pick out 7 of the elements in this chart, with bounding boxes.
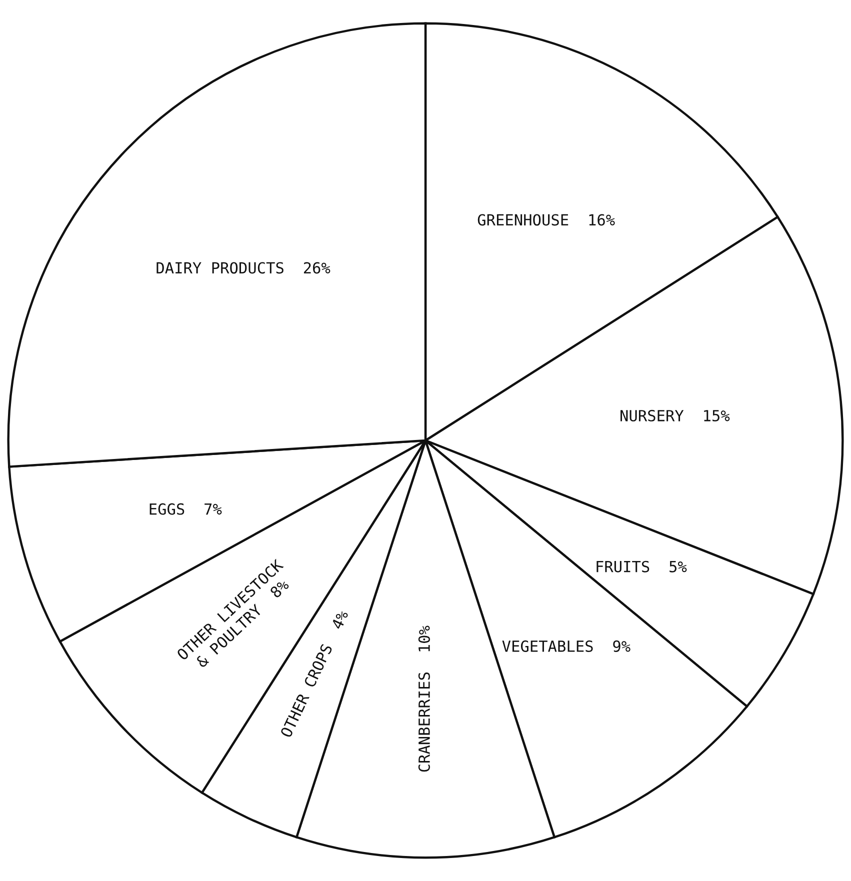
slice-label: CRANBERRIES 10%: [418, 626, 430, 772]
slice-label: NURSERY 15%: [620, 410, 730, 422]
slice-label: EGGS 7%: [150, 503, 222, 515]
slice-label: FRUITS 5%: [596, 560, 687, 572]
slice-label: DAIRY PRODUCTS 26%: [156, 262, 330, 274]
slice-label: GREENHOUSE 16%: [478, 214, 615, 226]
slice-label: VEGETABLES 9%: [502, 640, 630, 652]
